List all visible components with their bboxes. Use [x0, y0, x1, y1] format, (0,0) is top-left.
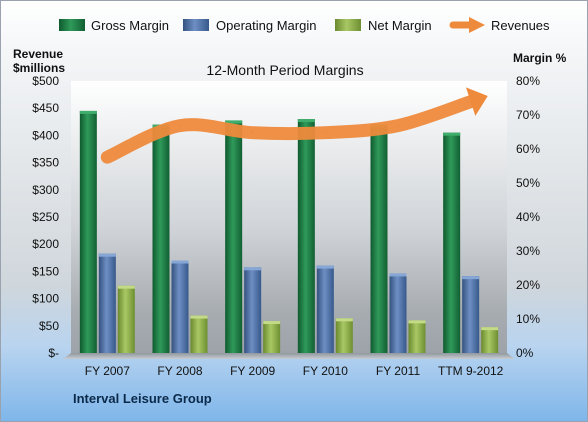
right-tick-label: 0% [516, 346, 534, 360]
bar-operating-margin-cap [462, 276, 480, 280]
bar-gross-margin-cap [443, 132, 461, 136]
legend-label-revenues: Revenues [491, 18, 550, 33]
bar-operating-margin-cap [316, 265, 334, 269]
bar-gross-margin [297, 119, 315, 353]
right-tick-label: 40% [516, 210, 540, 224]
right-tick-label: 10% [516, 312, 540, 326]
x-tick-label: FY 2009 [230, 364, 275, 378]
right-axis-title: Margin % [513, 51, 567, 65]
legend-swatch-gross-margin [59, 19, 85, 31]
bar-gross-margin [79, 110, 97, 353]
right-tick-label: 30% [516, 244, 540, 258]
bar-gross-margin-cap [79, 110, 97, 114]
right-tick-label: 20% [516, 278, 540, 292]
bar-gross-margin [443, 132, 461, 353]
bar-operating-margin-cap [171, 260, 189, 264]
bar-net-margin [408, 320, 426, 353]
bar-net-margin [117, 285, 135, 353]
legend-label-operating-margin: Operating Margin [216, 18, 316, 33]
bar-operating-margin [244, 267, 262, 353]
bar-net-margin-cap [117, 285, 135, 289]
revenue-point [469, 100, 472, 103]
bar-gross-margin [370, 124, 388, 354]
plot-floor [63, 353, 515, 359]
right-tick-label: 80% [516, 74, 540, 88]
left-tick-label: $50 [39, 319, 59, 333]
bar-net-margin-cap [481, 327, 499, 331]
bar-net-margin [263, 321, 281, 353]
x-axis-labels: FY 2007 FY 2008 FY 2009 FY 2010 FY 2011 TTM 9… [85, 364, 504, 378]
x-tick-label: FY 2010 [303, 364, 348, 378]
bar-operating-margin [462, 276, 480, 353]
legend-swatch-net-margin [335, 19, 361, 31]
left-tick-label: $500 [32, 74, 59, 88]
left-tick-label: $300 [32, 183, 59, 197]
plot-area [71, 81, 507, 353]
left-tick-label: $- [48, 346, 59, 360]
bar-gross-margin-cap [225, 120, 243, 124]
x-tick-label: FY 2008 [157, 364, 202, 378]
bar-gross-margin-cap [297, 119, 315, 123]
company-name: Interval Leisure Group [73, 391, 212, 406]
bar-operating-margin-cap [244, 267, 262, 271]
bar-operating-margin [171, 260, 189, 353]
left-axis-title-line2: $millions [13, 61, 65, 75]
left-tick-label: $100 [32, 292, 59, 306]
bar-net-margin [190, 315, 208, 353]
revenue-point [397, 124, 399, 127]
legend-arrow-revenues [469, 17, 485, 33]
bar-operating-margin [98, 253, 116, 353]
bar-net-margin-cap [190, 315, 208, 319]
left-axis-ticks: $- $50 $100 $150 $200 $250 $300 $350 $400 $450 $50… [32, 74, 59, 360]
left-tick-label: $400 [32, 128, 59, 142]
revenue-line-path [100, 95, 478, 164]
left-tick-label: $250 [32, 210, 59, 224]
x-tick-label: FY 2007 [85, 364, 130, 378]
x-tick-label: TTM 9-2012 [438, 364, 504, 378]
revenue-point [106, 156, 109, 159]
left-tick-label: $350 [32, 156, 59, 170]
revenue-line [100, 87, 488, 164]
bar-net-margin-cap [263, 321, 281, 325]
bar-gross-margin [152, 124, 170, 354]
bar-operating-margin-cap [98, 253, 116, 257]
right-tick-label: 50% [516, 176, 540, 190]
legend: Gross Margin Operating Margin Net Margin… [59, 17, 550, 33]
left-tick-label: $450 [32, 101, 59, 115]
left-axis-title-line1: Revenue [13, 47, 63, 61]
bar-series [79, 110, 499, 354]
bar-net-margin [335, 318, 353, 353]
revenue-point [324, 131, 327, 134]
bar-net-margin-cap [335, 318, 353, 322]
legend-label-gross-margin: Gross Margin [91, 18, 169, 33]
bar-operating-margin [316, 265, 334, 353]
legend-swatch-operating-margin [183, 19, 209, 31]
bar-net-margin [481, 327, 499, 353]
revenue-point [251, 131, 254, 134]
right-axis-ticks: 0% 10% 20% 30% 40% 50% 60% 70% 80% [516, 74, 540, 360]
revenue-point [179, 124, 181, 127]
right-tick-label: 60% [516, 142, 540, 156]
bar-gross-margin [225, 120, 243, 353]
revenue-arrow-head [465, 87, 488, 116]
right-tick-label: 70% [516, 108, 540, 122]
legend-label-net-margin: Net Margin [368, 18, 432, 33]
x-tick-label: FY 2011 [376, 364, 421, 378]
bar-operating-margin-cap [389, 273, 407, 277]
bar-net-margin-cap [408, 320, 426, 324]
chart-title: 12-Month Period Margins [206, 62, 363, 78]
left-tick-label: $200 [32, 237, 59, 251]
left-tick-label: $150 [32, 264, 59, 278]
bar-operating-margin [389, 273, 407, 353]
